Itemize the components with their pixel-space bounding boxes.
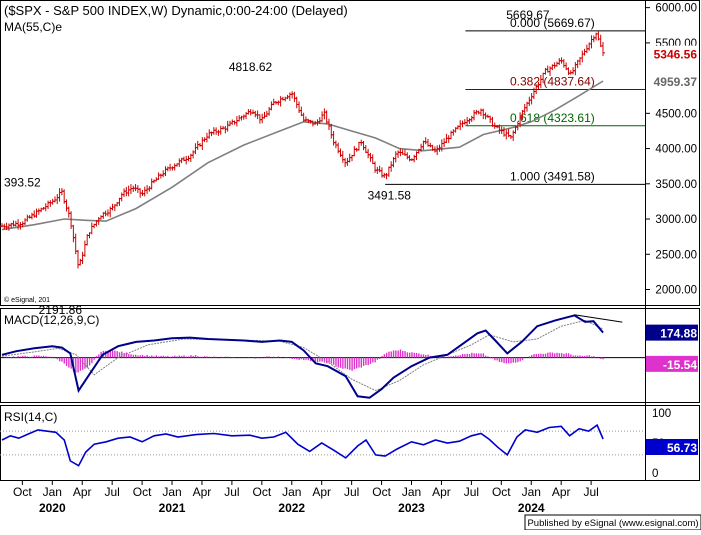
price-peak-label: 4818.62	[229, 60, 273, 74]
rsi-y-tick-label: 0	[652, 468, 658, 480]
x-year-label: 2024	[518, 501, 545, 515]
x-month-label: Jul	[224, 485, 239, 499]
price-chart-title: ($SPX - S&P 500 INDEX,W) Dynamic,0:00-24…	[4, 3, 348, 18]
x-month-label: Oct	[252, 485, 271, 499]
rsi-line	[1, 423, 604, 467]
last-price-box	[646, 45, 698, 62]
price-panel-frame	[0, 0, 700, 306]
macd-panel-title: MACD(12,26,9,C)	[4, 313, 99, 327]
macd-panel-frame	[0, 308, 700, 403]
x-month-label: Oct	[133, 485, 152, 499]
x-month-label: Apr	[73, 485, 92, 499]
rsi-layer	[0, 423, 645, 467]
price-y-tick-label: 4000.00	[655, 144, 697, 156]
price-y-tick-label: 6000.00	[655, 3, 697, 15]
x-year-label: 2022	[278, 501, 305, 515]
price-layer: 393.52 2191.86 4818.62 3491.58 5669.67	[0, 8, 605, 317]
x-month-label: Oct	[13, 485, 32, 499]
last-price-label: 5346.56	[654, 48, 698, 62]
x-month-label: Apr	[432, 485, 451, 499]
price-y-tick-label: 4500.00	[655, 108, 697, 120]
fibonacci-layer: 0.000 (5669.67)0.382 (4837.64)0.618 (432…	[385, 16, 645, 185]
x-month-label: Jul	[104, 485, 119, 499]
x-month-label: Jan	[282, 485, 301, 499]
price-y-tick-label: 3500.00	[655, 179, 697, 191]
x-month-label: Jul	[583, 485, 598, 499]
price-peak-label: 393.52	[4, 176, 41, 190]
price-y-tick-label: 2000.00	[655, 284, 697, 296]
footer-credit: Published by eSignal (www.esignal.com)	[527, 518, 698, 529]
esignal-watermark: © eSignal, 201	[4, 296, 50, 304]
rsi-y-tick-label: 100	[652, 408, 671, 420]
ma-value-label: 4959.37	[654, 75, 698, 89]
macd-line	[1, 314, 604, 399]
x-month-label: Jan	[522, 485, 541, 499]
rsi-value-box	[646, 438, 698, 455]
price-y-tick-label: 3000.00	[655, 214, 697, 226]
x-year-label: 2023	[398, 501, 425, 515]
x-month-label: Jan	[402, 485, 421, 499]
ma-55-line	[1, 80, 604, 231]
fib-level-label: 0.382 (4837.64)	[510, 75, 595, 89]
hist-value-box	[646, 355, 698, 372]
rsi-panel-title: RSI(14,C)	[4, 410, 57, 424]
price-peak-label: 2191.86	[39, 303, 83, 317]
fib-level-label: 0.000 (5669.67)	[510, 16, 595, 30]
macd-layer	[0, 314, 645, 399]
price-chart-subtitle: MA(55,C)e	[4, 20, 62, 34]
x-month-label: Apr	[552, 485, 571, 499]
macd-value-box	[646, 324, 698, 341]
macd-trendline	[574, 314, 623, 323]
x-month-label: Jan	[162, 485, 181, 499]
price-y-tick-label: 2500.00	[655, 249, 697, 261]
ma-value-box	[646, 72, 698, 89]
macd-signal-line	[1, 319, 604, 392]
x-month-label: Apr	[312, 485, 331, 499]
x-month-label: Jul	[464, 485, 479, 499]
x-month-label: Jul	[344, 485, 359, 499]
x-month-label: Apr	[193, 485, 212, 499]
x-month-label: Oct	[372, 485, 391, 499]
fib-level-label: 1.000 (3491.58)	[510, 169, 595, 183]
price-peak-label: 5669.67	[506, 8, 550, 22]
x-month-label: Jan	[43, 485, 62, 499]
x-year-label: 2021	[159, 501, 186, 515]
x-year-label: 2020	[39, 501, 66, 515]
rsi-panel-frame	[0, 405, 700, 481]
axes-layer: 6000.005500.005000.004500.004000.003500.…	[13, 3, 698, 515]
macd-value-label: 174.88	[660, 327, 697, 341]
price-peak-label: 3491.58	[368, 188, 412, 202]
hist-value-label: -15.54	[663, 358, 697, 372]
x-month-label: Oct	[492, 485, 511, 499]
rsi-value-label: 56.73	[667, 441, 697, 455]
